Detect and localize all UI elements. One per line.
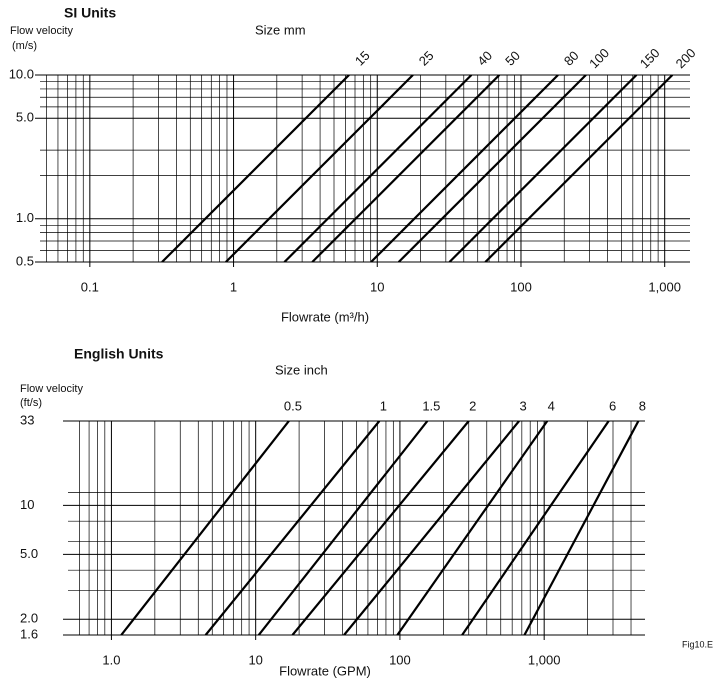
- figure-note: Fig10.E: [682, 639, 713, 649]
- size-label: 50: [502, 48, 523, 69]
- y-axis-label: Flow velocity: [20, 383, 83, 395]
- y-axis-label: (ft/s): [20, 397, 42, 409]
- chart-title: English Units: [74, 346, 164, 362]
- size-line: [343, 421, 520, 635]
- size-label: 3: [519, 398, 526, 413]
- size-line: [448, 75, 638, 262]
- y-axis-label: (m/s): [12, 40, 37, 52]
- size-label: 6: [609, 398, 616, 413]
- y-tick-label: 2.0: [20, 611, 38, 626]
- y-axis-label: Flow velocity: [10, 25, 73, 37]
- size-line: [291, 421, 470, 635]
- x-tick-label: 1,000: [648, 279, 681, 294]
- size-line: [397, 75, 587, 262]
- size-label: 100: [586, 45, 612, 71]
- size-line: [204, 421, 381, 635]
- y-tick-label: 1.0: [16, 210, 34, 225]
- y-tick-label: 10: [20, 497, 34, 512]
- size-label: 25: [416, 48, 437, 69]
- size-line: [161, 75, 350, 262]
- size-line: [370, 75, 559, 262]
- size-label: Size mm: [255, 22, 306, 37]
- x-tick-label: 10: [370, 279, 384, 294]
- y-tick-label: 10.0: [9, 66, 34, 81]
- size-label: 2: [469, 398, 476, 413]
- size-label: 80: [561, 48, 582, 69]
- x-axis-label: Flowrate (GPM): [279, 663, 371, 678]
- size-line: [225, 75, 414, 262]
- x-tick-label: 1.0: [102, 652, 120, 667]
- y-tick-label: 0.5: [16, 253, 34, 268]
- x-tick-label: 0.1: [81, 279, 99, 294]
- size-line: [461, 421, 610, 635]
- size-label: 1: [380, 398, 387, 413]
- size-line: [120, 421, 290, 635]
- size-label: 0.5: [284, 398, 302, 413]
- size-label: 4: [548, 398, 555, 413]
- chart-title: SI Units: [64, 5, 116, 21]
- size-label: 150: [637, 45, 663, 71]
- x-tick-label: 1,000: [528, 652, 561, 667]
- size-label: 8: [639, 398, 646, 413]
- y-tick-label: 33: [20, 412, 34, 427]
- x-tick-label: 100: [510, 279, 532, 294]
- size-line: [484, 75, 674, 262]
- size-label: 40: [474, 48, 495, 69]
- x-tick-label: 100: [389, 652, 411, 667]
- y-tick-label: 5.0: [20, 546, 38, 561]
- size-line: [311, 75, 501, 262]
- x-tick-label: 10: [248, 652, 262, 667]
- size-label: Size inch: [275, 362, 328, 377]
- x-axis-label: Flowrate (m³/h): [281, 309, 369, 324]
- size-line: [257, 421, 429, 635]
- size-label: 200: [673, 45, 699, 71]
- size-line: [283, 75, 473, 262]
- size-line: [523, 421, 640, 635]
- size-label: 1.5: [422, 398, 440, 413]
- y-tick-label: 1.6: [20, 626, 38, 641]
- size-line: [396, 421, 549, 635]
- x-tick-label: 1: [230, 279, 237, 294]
- size-label: 15: [352, 48, 373, 69]
- y-tick-label: 5.0: [16, 110, 34, 125]
